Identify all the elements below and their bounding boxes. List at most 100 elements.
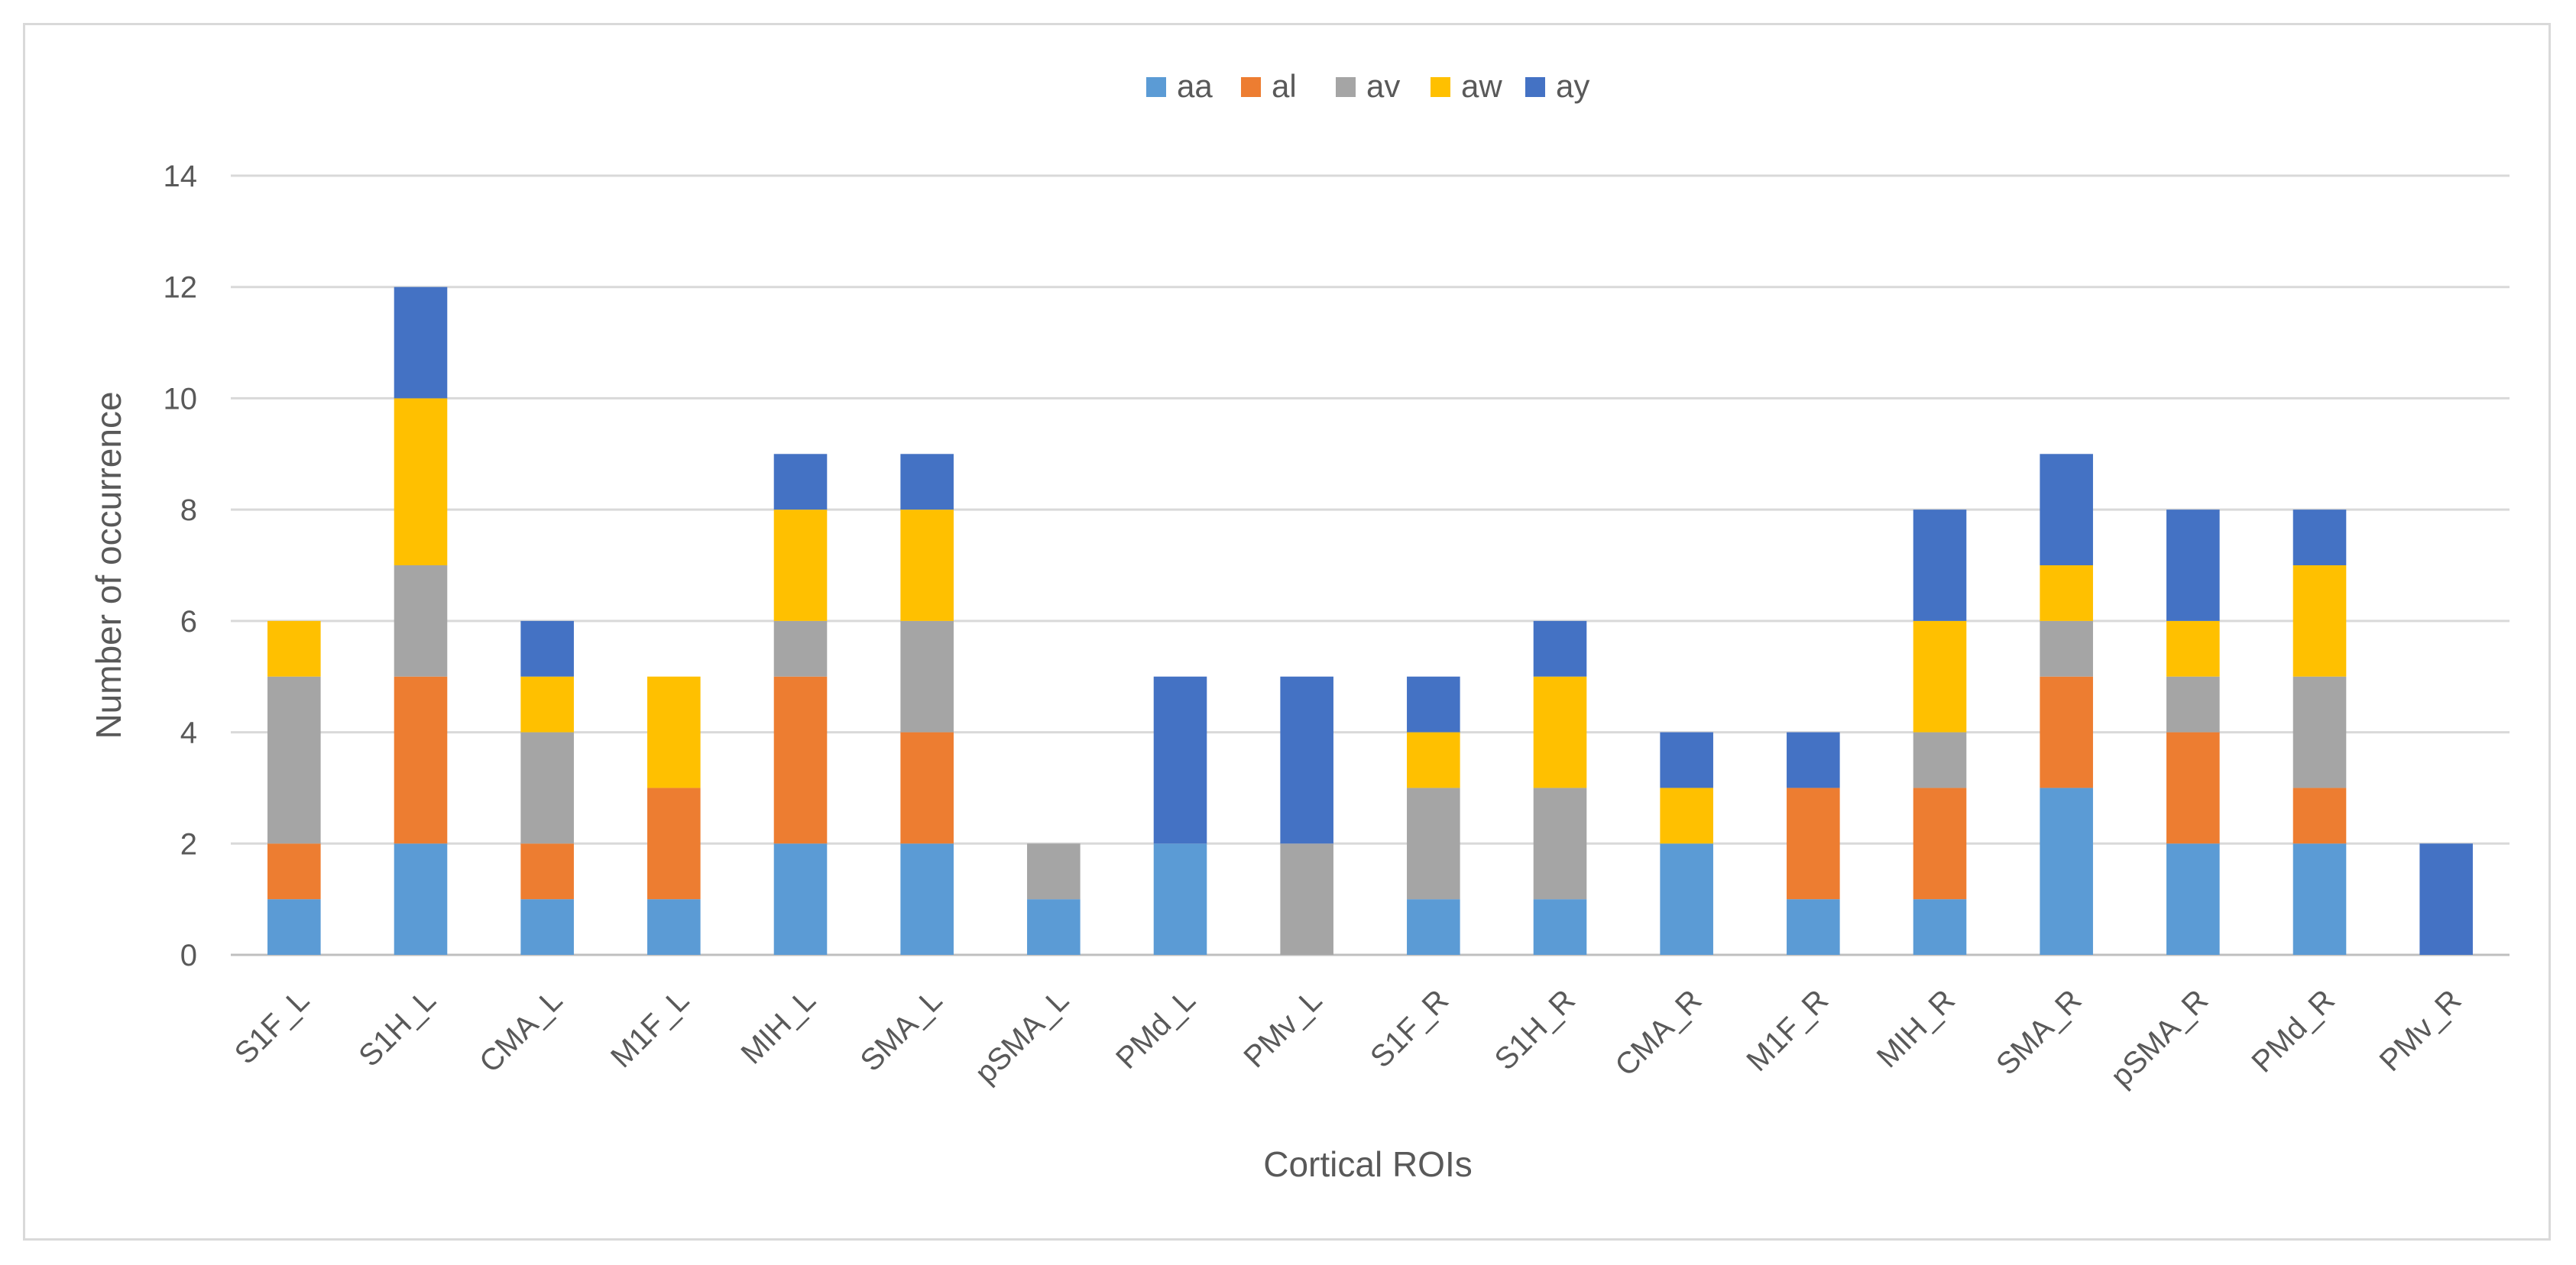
legend-swatch-aa — [1146, 77, 1166, 97]
bar-segment-ay — [1533, 620, 1587, 677]
bar-segment-ay — [2419, 843, 2473, 955]
y-tick-label: 2 — [180, 827, 197, 861]
bar-segment-aw — [2166, 620, 2220, 677]
bar-segment-ay — [520, 620, 574, 677]
bar-segment-al — [647, 788, 701, 900]
bar-segment-aa — [394, 843, 448, 955]
bar-segment-av — [900, 620, 954, 733]
y-tick-label: 6 — [180, 605, 197, 639]
bar-segment-av — [2166, 676, 2220, 733]
x-tick-label: M1F_R — [1740, 983, 1835, 1078]
legend-swatch-aw — [1431, 77, 1450, 97]
x-tick-label: pSMA_R — [2105, 983, 2215, 1093]
bar-segment-aa — [1787, 899, 1840, 955]
bar-segment-aa — [773, 843, 828, 955]
bar-segment-ay — [2292, 510, 2347, 565]
bar-segment-ay — [1153, 676, 1207, 844]
bar-segment-ay — [1913, 510, 1967, 621]
bar-segment-aa — [2166, 843, 2220, 955]
bar-segment-aa — [1660, 843, 1713, 955]
bar-segment-ay — [394, 286, 448, 399]
bar-segment-ay — [773, 454, 828, 510]
x-tick-label: S1F_R — [1364, 983, 1455, 1074]
bar-segment-aa — [267, 899, 321, 955]
legend-swatch-al — [1241, 77, 1261, 97]
legend-swatch-ay — [1525, 77, 1545, 97]
bar-segment-aw — [2292, 565, 2347, 677]
legend-label: aw — [1461, 68, 1502, 104]
bar-segment-av — [773, 620, 828, 677]
y-tick-label: 0 — [180, 939, 197, 972]
x-tick-label: SMA_R — [1990, 983, 2088, 1082]
y-axis-title: Number of occurrence — [89, 391, 128, 739]
bar-segment-av — [1280, 843, 1333, 955]
bar-segment-ay — [1280, 676, 1333, 844]
bar-segment-al — [900, 732, 954, 844]
x-tick-label: PMv_L — [1237, 983, 1328, 1074]
bar-segment-aw — [520, 676, 574, 733]
bar-segment-av — [2040, 620, 2093, 677]
y-tick-label: 14 — [164, 160, 198, 193]
bar-segment-aa — [1027, 899, 1081, 955]
bar-segment-av — [1407, 788, 1460, 900]
bar-segment-aa — [900, 843, 954, 955]
bar-segment-av — [2292, 676, 2347, 788]
bar-segment-aw — [1913, 620, 1967, 733]
bar-segment-av — [1027, 843, 1081, 900]
bar-segment-aa — [647, 899, 701, 955]
x-axis-title: Cortical ROIs — [1263, 1144, 1472, 1184]
bar-segment-al — [2040, 676, 2093, 788]
x-tick-label: PMd_L — [1110, 983, 1202, 1076]
bar-segment-al — [2292, 788, 2347, 844]
x-tick-label: PMd_R — [2245, 983, 2341, 1079]
x-tick-label: PMv_R — [2373, 983, 2468, 1078]
bar-segment-al — [773, 676, 828, 844]
x-tick-label: M1F_L — [604, 983, 695, 1074]
bar-segment-av — [1533, 788, 1587, 900]
bar-segment-aw — [2040, 565, 2093, 621]
legend-label: ay — [1556, 68, 1589, 104]
bar-segment-aa — [2292, 843, 2347, 955]
bar-segment-ay — [1407, 676, 1460, 733]
bar-segment-aw — [394, 398, 448, 565]
bar-segment-aa — [2040, 788, 2093, 955]
bar-segment-al — [394, 676, 448, 844]
x-tick-label: S1H_R — [1489, 983, 1582, 1076]
x-tick-labels: S1F_L S1H_L CMA_L M1F_L MIH_L SMA_L pSMA_L PMd_… — [228, 983, 2468, 1093]
x-tick-label: S1H_L — [352, 983, 442, 1073]
y-tick-label: 12 — [164, 271, 198, 305]
bar-segment-aa — [520, 899, 574, 955]
bar-segment-av — [267, 676, 321, 844]
bar-segment-aw — [1407, 732, 1460, 788]
x-tick-label: MIH_R — [1871, 983, 1962, 1074]
bar-segment-al — [2166, 732, 2220, 844]
legend-swatch-av — [1336, 77, 1356, 97]
bar-segment-al — [520, 843, 574, 900]
y-tick-labels: 0 2 4 6 8 10 12 14 — [164, 160, 198, 972]
bar-segment-ay — [900, 454, 954, 510]
bar-segment-aw — [267, 620, 321, 677]
x-tick-label: CMA_L — [473, 983, 569, 1079]
bar-segment-ay — [2040, 454, 2093, 565]
x-tick-label: SMA_L — [854, 983, 949, 1078]
y-tick-label: 8 — [180, 493, 197, 527]
bar-segment-aa — [1913, 899, 1967, 955]
x-tick-label: S1F_L — [228, 983, 316, 1070]
legend-label: al — [1272, 68, 1297, 104]
bar-segment-aa — [1407, 899, 1460, 955]
gridlines — [231, 174, 2510, 956]
bar-segment-aa — [1533, 899, 1587, 955]
bar-segment-aw — [1533, 676, 1587, 788]
bar-segment-ay — [1660, 732, 1713, 788]
bar-segment-av — [1913, 732, 1967, 788]
x-tick-label: CMA_R — [1609, 983, 1708, 1082]
legend-label: av — [1366, 68, 1400, 104]
bar-segment-al — [267, 843, 321, 900]
bar-segment-av — [394, 565, 448, 677]
y-tick-label: 10 — [164, 382, 198, 416]
bar-segment-al — [1787, 788, 1840, 900]
bar-segment-aw — [900, 510, 954, 621]
bar-segment-aw — [1660, 788, 1713, 844]
bars — [267, 286, 2473, 955]
